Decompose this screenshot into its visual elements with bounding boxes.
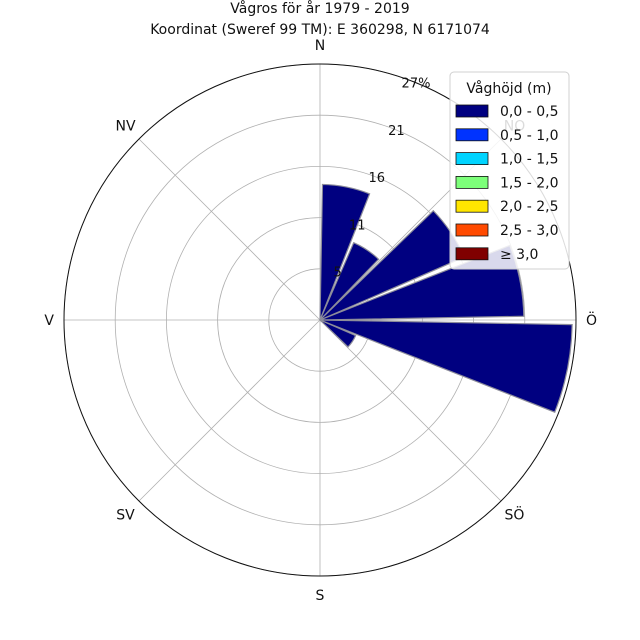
- legend-entries: 0,0 - 0,5 0,5 - 1,0 1,0 - 1,5 1,5 - 2,0 2,0 …: [455, 104, 558, 263]
- direction-label: NV: [115, 119, 135, 135]
- legend-swatch: [455, 247, 489, 261]
- legend-label: 0,0 - 0,5: [500, 104, 558, 120]
- chart-title-line2: Koordinat (Sweref 99 TM): E 360298, N 61…: [150, 22, 490, 38]
- legend-label: ≥ 3,0: [500, 247, 538, 263]
- chart-title-line1: Vågros för år 1979 - 2019: [230, 0, 409, 17]
- legend-title: Våghöjd (m): [466, 80, 551, 97]
- ring-tick-label: 21: [388, 124, 405, 139]
- legend: Våghöjd (m) 0,0 - 0,5 0,5 - 1,0 1,0 - 1,5 1…: [449, 71, 570, 270]
- legend-swatch: [455, 223, 489, 237]
- direction-label: SÖ: [505, 506, 525, 524]
- legend-label: 2,0 - 2,5: [500, 199, 558, 215]
- legend-label: 1,5 - 2,0: [500, 175, 558, 191]
- grid-spoke: [138, 138, 321, 321]
- legend-swatch: [455, 104, 489, 118]
- ring-tick-label: 16: [369, 171, 386, 186]
- grid-spoke: [138, 319, 321, 502]
- legend-box: [449, 71, 570, 270]
- direction-label: S: [316, 588, 325, 604]
- polar-grid: [63, 63, 577, 577]
- legend-label: 1,0 - 1,5: [500, 152, 558, 168]
- legend-swatch: [455, 152, 489, 166]
- legend-swatch: [455, 128, 489, 142]
- ring-tick-label: 27%: [402, 77, 431, 92]
- direction-label: Ö: [586, 311, 597, 329]
- direction-label: SV: [116, 508, 135, 524]
- legend-label: 2,5 - 3,0: [500, 223, 558, 239]
- ring-tick-label: 11: [349, 218, 366, 233]
- grid-spoke: [319, 319, 502, 502]
- legend-swatch: [455, 175, 489, 189]
- outer-circle: [63, 63, 577, 577]
- sector-bar: [319, 241, 380, 321]
- direction-label: V: [44, 313, 54, 329]
- sector-bar: [319, 183, 371, 321]
- sector-bar: [319, 319, 573, 414]
- legend-swatch: [455, 199, 489, 213]
- legend-label: 0,5 - 1,0: [500, 128, 558, 144]
- direction-label: N: [315, 38, 325, 54]
- sector-bar: [319, 319, 357, 348]
- ring-tick-label: 5: [333, 266, 341, 281]
